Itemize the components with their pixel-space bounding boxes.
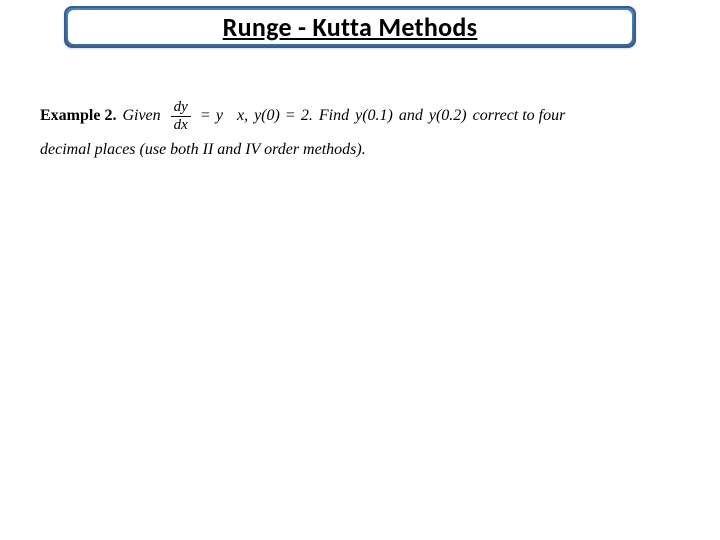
title-banner-inner: Runge - Kutta Methods [68,10,632,44]
fraction-numerator: dy [171,100,191,117]
var-y: y [216,103,223,129]
value-2: 2. [301,103,313,129]
text-tail1: correct to four [473,103,566,129]
fraction-dydx: dy dx [171,100,191,133]
y-01: y(0.1) [355,103,393,129]
example-text: Example 2. Given dy dx = y x, y(0) = 2. … [40,100,680,163]
y-02: y(0.2) [429,103,467,129]
example-label: Example 2. [40,103,116,129]
text-find: Find [319,103,349,129]
y-of-0: y(0) [254,103,280,129]
text-and: and [399,103,423,129]
equals-1: = [201,103,210,129]
example-line-1: Example 2. Given dy dx = y x, y(0) = 2. … [40,100,680,133]
example-line-2: decimal places (use both II and IV order… [40,137,680,163]
slide-title: Runge - Kutta Methods [223,11,478,43]
var-x: x, [237,103,248,129]
equals-2: = [286,103,295,129]
title-banner: Runge - Kutta Methods [64,6,636,48]
fraction-denominator: dx [171,117,191,133]
text-given: Given [122,103,160,129]
